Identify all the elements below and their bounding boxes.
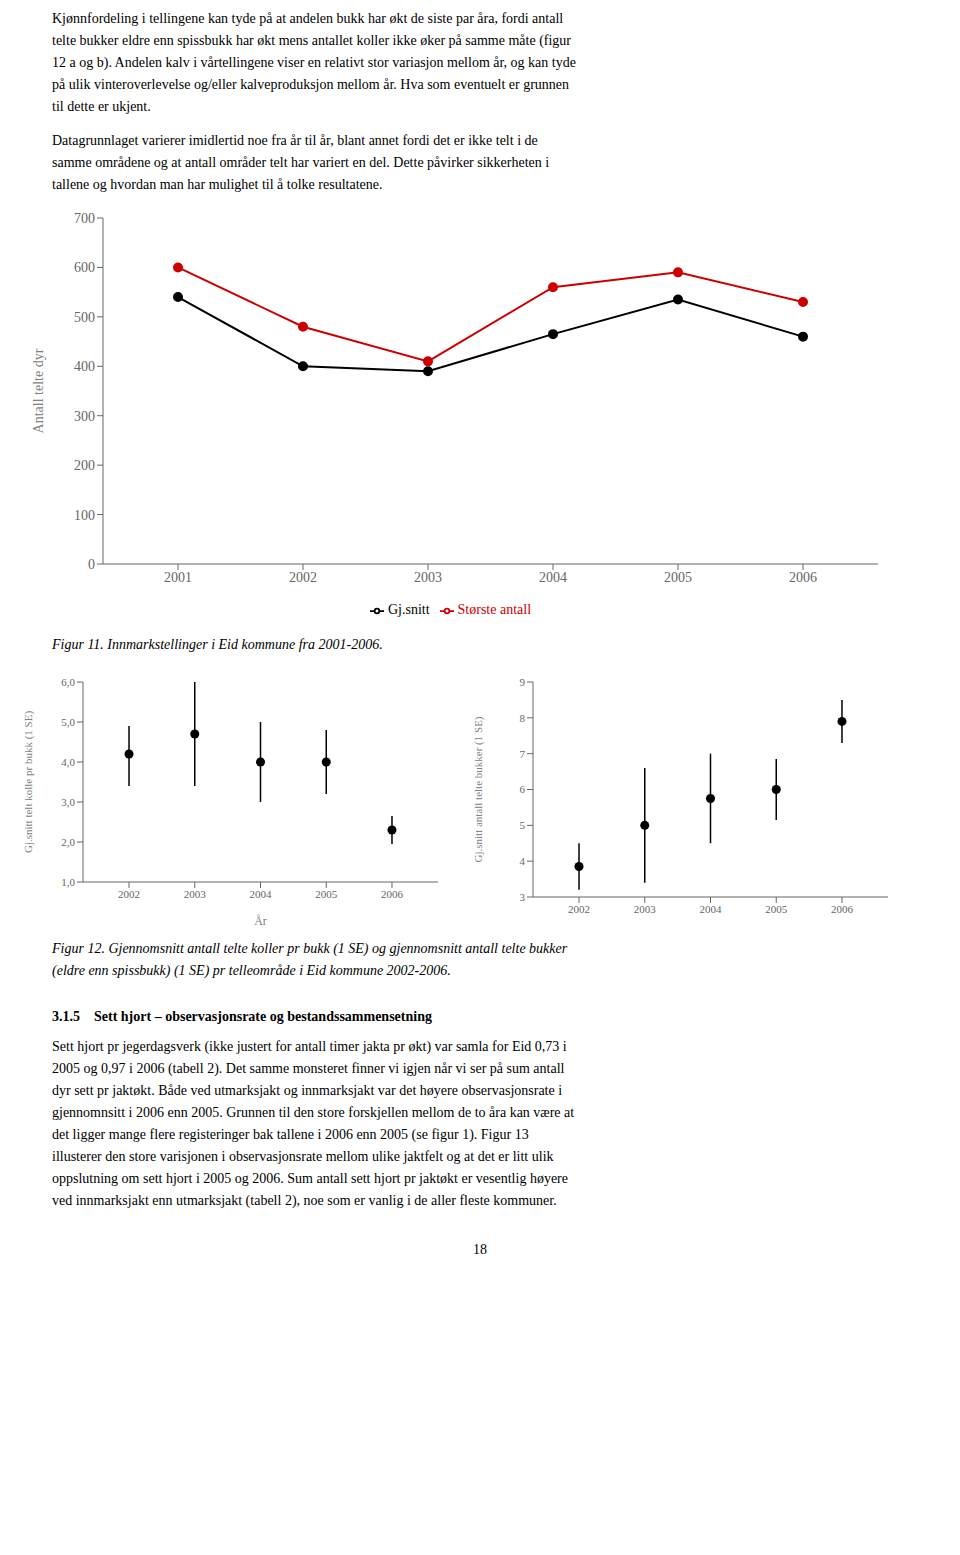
svg-text:300: 300 — [74, 409, 95, 424]
svg-text:100: 100 — [74, 508, 95, 523]
svg-text:1,0: 1,0 — [61, 876, 75, 888]
html-text:12 a og b). Andelen kalv i vår: 12 a og b). Andelen kalv i vårtellingene… — [52, 55, 576, 70]
svg-text:Gj.snitt telt kolle pr bukk (1: Gj.snitt telt kolle pr bukk (1 SE) — [22, 711, 35, 853]
svg-text:2002: 2002 — [289, 570, 317, 585]
svg-text:År: År — [254, 914, 267, 928]
svg-text:500: 500 — [74, 310, 95, 325]
html-text:Kjønnfordeling i tellingene ka: Kjønnfordeling i tellingene kan tyde på … — [52, 11, 564, 26]
html-text:3.1.5 Sett hjort – observasjon: 3.1.5 Sett hjort – observasjonsrate og b… — [52, 1009, 432, 1024]
svg-text:2002: 2002 — [118, 888, 140, 900]
html-text:Gj.snitt: Gj.snitt — [387, 602, 430, 617]
svg-text:2005: 2005 — [664, 570, 692, 585]
svg-text:2003: 2003 — [634, 903, 657, 915]
svg-text:2006: 2006 — [381, 888, 404, 900]
svg-text:6: 6 — [520, 783, 526, 795]
html-text:samme områdene og at antall om: samme områdene og at antall områder telt… — [52, 155, 550, 170]
svg-text:Gj.snitt antall telte bukker (: Gj.snitt antall telte bukker (1 SE) — [472, 716, 485, 862]
html-text:Figur 11. Innmarkstellinger i: Figur 11. Innmarkstellinger i Eid kommun… — [52, 637, 383, 652]
html-text:dyr sett pr jaktøkt. Både ved: dyr sett pr jaktøkt. Både ved utmarksjak… — [52, 1083, 563, 1098]
svg-text:5: 5 — [520, 819, 526, 831]
html-text:på ulik vinteroverlevelse og/e: på ulik vinteroverlevelse og/eller kalve… — [52, 77, 570, 92]
svg-text:7: 7 — [520, 748, 526, 760]
html-text:oppslutning om sett hjort i 20: oppslutning om sett hjort i 2005 og 2006… — [52, 1171, 568, 1186]
svg-text:8: 8 — [520, 712, 526, 724]
svg-text:400: 400 — [74, 359, 95, 374]
svg-text:2006: 2006 — [831, 903, 854, 915]
svg-text:600: 600 — [74, 260, 95, 275]
svg-text:3: 3 — [520, 891, 526, 903]
html-text:til dette er ukjent.: til dette er ukjent. — [52, 99, 151, 114]
svg-text:2004: 2004 — [700, 903, 723, 915]
svg-text:2005: 2005 — [765, 903, 788, 915]
svg-text:2004: 2004 — [250, 888, 273, 900]
html-text:tallene og hvordan man har mul: tallene og hvordan man har mulighet til … — [52, 177, 383, 192]
svg-text:2001: 2001 — [164, 570, 192, 585]
html-text:Sett hjort pr jegerdagsverk (i: Sett hjort pr jegerdagsverk (ikke juster… — [52, 1039, 567, 1054]
svg-text:2003: 2003 — [184, 888, 207, 900]
html-text:Datagrunnlaget varierer imidle: Datagrunnlaget varierer imidlertid noe f… — [52, 133, 538, 148]
svg-text:0: 0 — [88, 557, 95, 572]
html-text:gjennomnsitt i 2006 enn 2005.: gjennomnsitt i 2006 enn 2005. Grunnen ti… — [52, 1105, 575, 1120]
svg-text:200: 200 — [74, 458, 95, 473]
svg-text:2005: 2005 — [315, 888, 338, 900]
svg-text:2006: 2006 — [789, 570, 817, 585]
svg-text:4: 4 — [520, 855, 526, 867]
html-text:Figur 12. Gjennomsnitt antall: Figur 12. Gjennomsnitt antall telte koll… — [52, 941, 568, 956]
svg-text:9: 9 — [520, 676, 526, 688]
html-text:18: 18 — [473, 1242, 487, 1257]
svg-text:2003: 2003 — [414, 570, 442, 585]
html-text:Største antall: Største antall — [457, 602, 532, 617]
svg-text:3,0: 3,0 — [61, 796, 75, 808]
html-text:illusterer den store varisjone: illusterer den store varisjonen i observ… — [52, 1149, 554, 1164]
html-text:det ligger mange flere registe: det ligger mange flere registeringer bak… — [52, 1127, 529, 1142]
html-text:telte bukker eldre enn spissbu: telte bukker eldre enn spissbukk har økt… — [52, 33, 571, 48]
svg-text:2,0: 2,0 — [61, 836, 75, 848]
svg-text:2004: 2004 — [539, 570, 567, 585]
svg-text:6,0: 6,0 — [61, 676, 75, 688]
svg-text:Antall telte dyr: Antall telte dyr — [31, 348, 46, 433]
html-text:(eldre enn spissbukk) (1 SE) p: (eldre enn spissbukk) (1 SE) pr telleomr… — [52, 963, 451, 978]
svg-text:4,0: 4,0 — [61, 756, 75, 768]
html-text:2005 og 0,97 i 2006 (tabell 2): 2005 og 0,97 i 2006 (tabell 2). Det samm… — [52, 1061, 565, 1076]
svg-text:5,0: 5,0 — [61, 716, 75, 728]
svg-text:2002: 2002 — [568, 903, 590, 915]
html-text:ved innmarksjakt enn utmarksja: ved innmarksjakt enn utmarksjakt (tabell… — [52, 1193, 557, 1208]
svg-text:700: 700 — [74, 211, 95, 226]
